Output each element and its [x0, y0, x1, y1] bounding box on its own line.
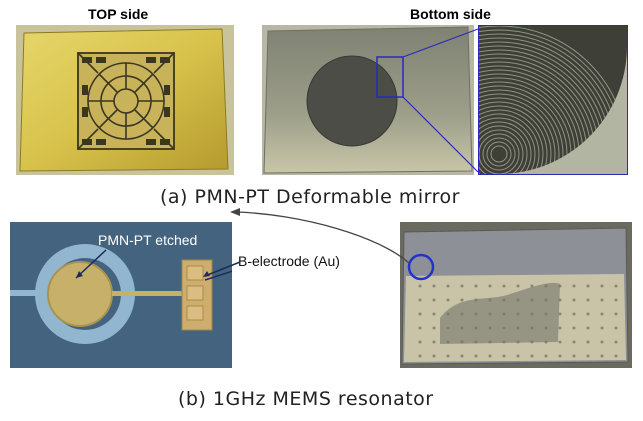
- highlight-circle: [407, 253, 435, 281]
- wafer-image: [400, 222, 632, 368]
- concentric-rings-image: [479, 26, 627, 174]
- resonator-chip-photo: PMN-PT etched B-electrode (Au): [10, 222, 232, 368]
- top-side-photo: [16, 25, 234, 175]
- annotation-electrode-outside: B-electrode (Au): [238, 253, 340, 269]
- mirror-top-image: [16, 25, 234, 175]
- top-side-label: TOP side: [88, 6, 149, 22]
- electrode-pointer-arrow: [203, 261, 241, 277]
- wafer-photo: [400, 222, 632, 368]
- mirror-bottom-image: [262, 25, 474, 175]
- caption-a: (a) PMN-PT Deformable mirror: [160, 186, 460, 208]
- zoom-box: [376, 56, 404, 98]
- zoomed-rings-photo: [478, 25, 628, 175]
- dark-circle: [307, 56, 397, 146]
- bottom-side-label: Bottom side: [410, 6, 491, 22]
- annotation-etched: PMN-PT etched: [98, 232, 198, 248]
- bottom-side-photo: [262, 25, 474, 175]
- caption-b: (b) 1GHz MEMS resonator: [178, 388, 434, 410]
- resonator-image: [10, 222, 232, 368]
